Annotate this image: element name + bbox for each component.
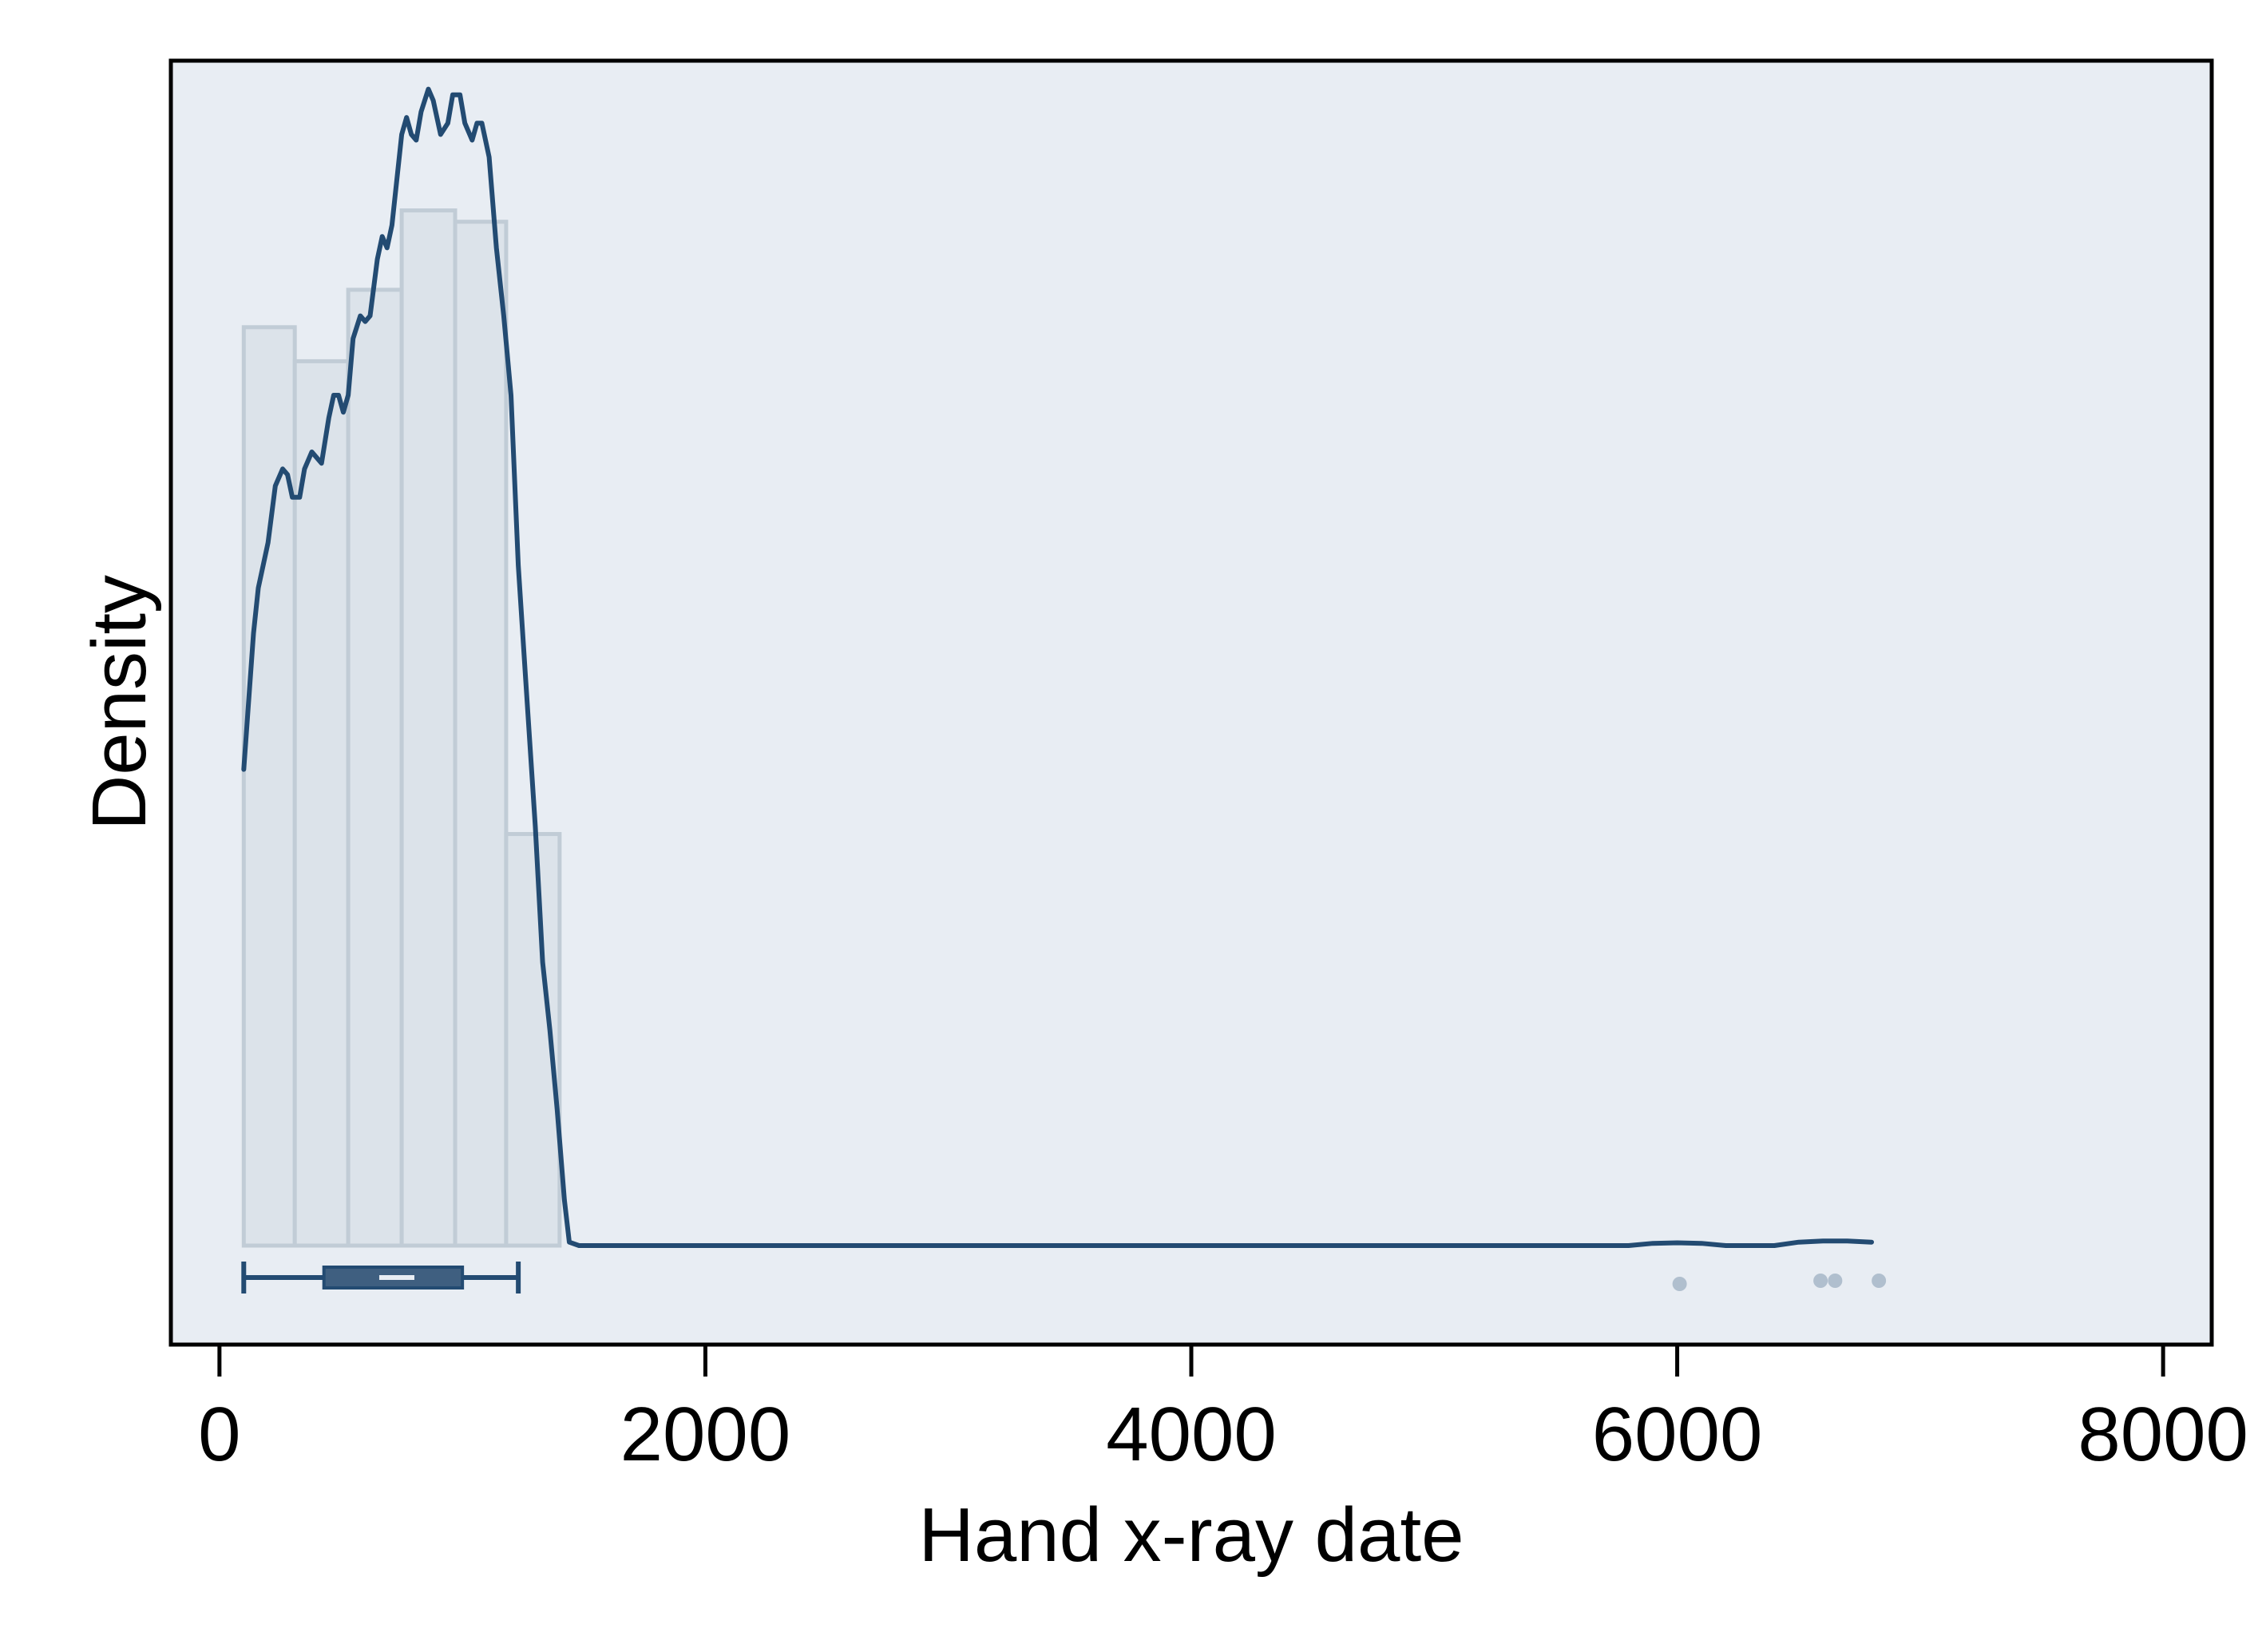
x-axis-ticks: 0 2000 4000 6000 8000 <box>198 1345 2248 1477</box>
histogram-bar-1 <box>241 325 297 1248</box>
boxplot-outlier-point <box>1672 1277 1687 1291</box>
histogram-bar-4 <box>399 208 458 1248</box>
density-curve-layer <box>241 86 1874 1248</box>
x-axis-tick-label: 0 <box>198 1392 240 1477</box>
x-axis-tick-label: 2000 <box>620 1392 791 1477</box>
boxplot-outlier-point <box>1872 1274 1887 1288</box>
density-curve <box>241 86 1874 1248</box>
histogram-bar-5 <box>453 220 509 1248</box>
x-axis-label: Hand x-ray date <box>918 1492 1464 1578</box>
boxplot-layer <box>241 1262 1887 1293</box>
x-axis-tick-label: 6000 <box>1592 1392 1763 1477</box>
x-axis-tick-label: 4000 <box>1106 1392 1277 1477</box>
boxplot-outlier-point <box>1828 1274 1843 1288</box>
x-axis-tick-label: 8000 <box>2078 1392 2248 1477</box>
histogram-bar-3 <box>346 287 404 1248</box>
boxplot-outlier-point <box>1813 1274 1828 1288</box>
histogram-bar-2 <box>292 359 351 1248</box>
y-axis-label: Density <box>77 575 162 830</box>
